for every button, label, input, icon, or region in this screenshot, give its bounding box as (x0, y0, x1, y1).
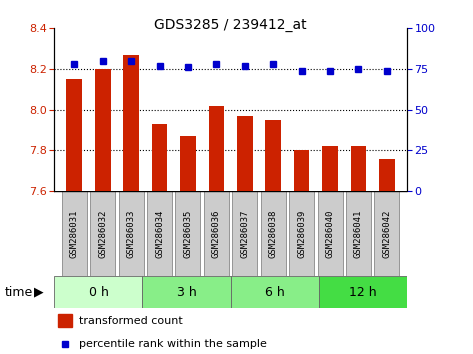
Text: GSM286039: GSM286039 (297, 210, 306, 258)
Bar (237, 116, 253, 191)
Text: GSM286034: GSM286034 (155, 210, 164, 258)
Bar (67, 79, 82, 191)
Bar (232, 191, 257, 276)
Bar (322, 147, 338, 191)
Text: GSM286042: GSM286042 (382, 210, 391, 258)
Bar (147, 191, 172, 276)
Bar (204, 191, 229, 276)
Bar (142, 276, 230, 308)
Text: 0 h: 0 h (88, 286, 108, 298)
Bar (375, 191, 399, 276)
Text: GSM286040: GSM286040 (325, 210, 334, 258)
Bar (152, 124, 167, 191)
Text: 3 h: 3 h (176, 286, 196, 298)
Text: GSM286032: GSM286032 (98, 210, 107, 258)
Bar (379, 159, 394, 191)
Text: GSM286041: GSM286041 (354, 210, 363, 258)
Bar (119, 191, 144, 276)
Bar (58, 314, 72, 327)
Bar (350, 147, 366, 191)
Bar (346, 191, 371, 276)
Bar (209, 106, 224, 191)
Bar (261, 191, 286, 276)
Text: GSM286033: GSM286033 (127, 210, 136, 258)
Bar (95, 69, 111, 191)
Bar (180, 136, 196, 191)
Bar (289, 191, 314, 276)
Bar (317, 191, 342, 276)
Text: GSM286036: GSM286036 (212, 210, 221, 258)
Bar (175, 191, 201, 276)
Bar (62, 191, 87, 276)
Bar (90, 191, 115, 276)
Text: percentile rank within the sample: percentile rank within the sample (79, 339, 267, 349)
Text: GSM286037: GSM286037 (240, 210, 249, 258)
Text: GSM286038: GSM286038 (269, 210, 278, 258)
Text: ▶: ▶ (34, 286, 44, 298)
Text: GSM286035: GSM286035 (184, 210, 193, 258)
Text: GSM286031: GSM286031 (70, 210, 79, 258)
Text: transformed count: transformed count (79, 316, 183, 326)
Text: GDS3285 / 239412_at: GDS3285 / 239412_at (154, 18, 307, 32)
Text: 12 h: 12 h (349, 286, 377, 298)
Bar (319, 276, 407, 308)
Text: time: time (5, 286, 33, 298)
Bar (265, 120, 281, 191)
Bar (54, 276, 142, 308)
Text: 6 h: 6 h (265, 286, 285, 298)
Bar (123, 55, 139, 191)
Bar (230, 276, 319, 308)
Bar (294, 150, 309, 191)
